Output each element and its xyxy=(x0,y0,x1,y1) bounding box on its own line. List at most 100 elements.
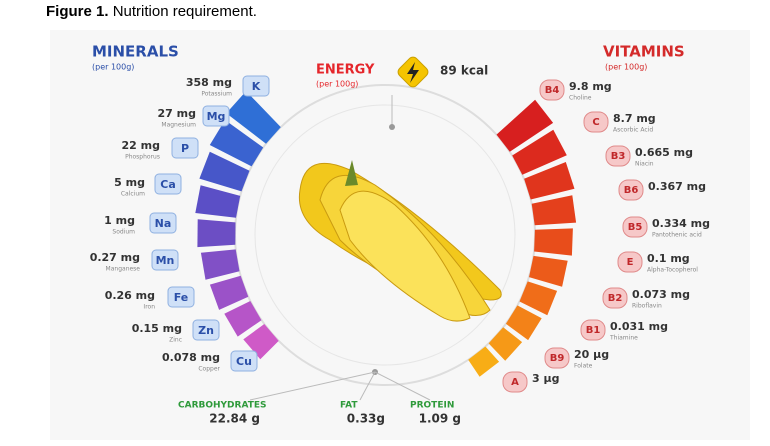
vitamin-name: Thiamine xyxy=(609,335,638,342)
vitamin-symbol: B6 xyxy=(624,185,639,196)
vitamin-badge xyxy=(539,79,565,101)
ring xyxy=(254,104,516,366)
vitamin-amount: 0.1 mg xyxy=(647,252,690,265)
caption-text: Nutrition requirement. xyxy=(112,3,257,20)
mineral-badge xyxy=(149,212,177,234)
mineral-symbol: Cu xyxy=(236,355,252,368)
arc-segment xyxy=(512,129,567,175)
caption: Figure 1. Nutrition requirement. xyxy=(46,3,257,20)
vitamin-amount: 9.8 mg xyxy=(569,80,612,93)
macro-value: 22.84 g xyxy=(209,412,260,426)
energy-value: 89 kcal xyxy=(440,64,488,78)
mineral-symbol: Fe xyxy=(174,291,189,304)
arc-segment xyxy=(505,305,542,341)
vitamins-subtitle: (per 100g) xyxy=(605,63,647,72)
vitamin-amount: 8.7 mg xyxy=(613,112,656,125)
vitamin-symbol: B5 xyxy=(628,222,643,233)
caption-label: Figure 1. xyxy=(46,3,109,20)
vitamin-symbol: E xyxy=(627,257,634,268)
mineral-badge xyxy=(202,105,230,127)
vitamin-amount: 0.031 mg xyxy=(610,320,668,333)
vitamin-badge xyxy=(602,287,628,309)
mineral-symbol: Zn xyxy=(198,324,214,337)
mineral-badge xyxy=(167,286,195,308)
mineral-name: Potassium xyxy=(201,91,232,98)
vitamin-badge xyxy=(502,371,528,393)
mineral-symbol: Mg xyxy=(207,110,226,123)
minerals-subtitle: (per 100g) xyxy=(92,63,134,72)
energy-subtitle: (per 100g) xyxy=(316,80,358,89)
mineral-amount: 27 mg xyxy=(158,107,196,120)
arc-segment xyxy=(199,151,250,192)
mineral-amount: 358 mg xyxy=(186,76,232,89)
arc-segment xyxy=(200,249,240,280)
arc-segment xyxy=(209,120,264,167)
arc-segment xyxy=(531,195,577,226)
mineral-badge xyxy=(192,319,220,341)
vitamin-badge xyxy=(605,145,631,167)
mineral-name: Manganese xyxy=(106,266,141,273)
vitamin-badge xyxy=(583,111,609,133)
mineral-amount: 1 mg xyxy=(104,214,135,227)
vitamin-amount: 0.334 mg xyxy=(652,217,710,230)
vitamin-amount: 3 µg xyxy=(532,372,559,385)
mineral-name: Phosphorus xyxy=(125,154,160,161)
mineral-name: Sodium xyxy=(112,229,135,236)
arc-segment xyxy=(224,301,262,337)
macro-value: 1.09 g xyxy=(419,412,461,426)
mineral-symbol: Ca xyxy=(160,178,176,191)
mineral-badge xyxy=(151,249,179,271)
vitamin-name: Folate xyxy=(574,363,593,370)
vitamin-symbol: B9 xyxy=(550,353,565,364)
vitamin-badge xyxy=(617,251,643,273)
mineral-name: Calcium xyxy=(121,191,145,198)
vitamin-symbol: A xyxy=(511,377,519,388)
mineral-amount: 0.26 mg xyxy=(105,289,155,302)
mineral-symbol: P xyxy=(181,142,189,155)
vitamin-badge xyxy=(622,216,648,238)
connector xyxy=(374,371,431,401)
vitamin-badge xyxy=(544,347,570,369)
mineral-amount: 0.078 mg xyxy=(162,351,220,364)
mineral-badge xyxy=(154,173,182,195)
vitamin-name: Ascorbic Acid xyxy=(613,127,653,134)
vitamin-amount: 0.073 mg xyxy=(632,288,690,301)
arc-segment xyxy=(195,185,241,218)
arc-segment xyxy=(496,99,554,152)
vitamin-badge xyxy=(580,319,606,341)
vitamin-symbol: B2 xyxy=(608,293,623,304)
mineral-badge xyxy=(242,75,270,97)
vitamin-amount: 0.665 mg xyxy=(635,146,693,159)
mineral-amount: 0.15 mg xyxy=(132,322,182,335)
mineral-amount: 22 mg xyxy=(122,139,160,152)
mineral-symbol: Mn xyxy=(156,254,175,267)
vitamin-name: Alpha-Tocopherol xyxy=(647,267,698,274)
vitamin-symbol: B1 xyxy=(586,325,601,336)
connector xyxy=(359,371,376,401)
mineral-amount: 0.27 mg xyxy=(90,251,140,264)
vitamin-symbol: B4 xyxy=(545,85,560,96)
macro-value: 0.33g xyxy=(347,412,385,426)
arc-segment xyxy=(488,327,523,361)
arc-segment xyxy=(226,91,281,144)
arc-segment xyxy=(529,255,568,287)
arc-segment xyxy=(209,275,249,310)
vitamin-symbol: B3 xyxy=(611,151,626,162)
mineral-amount: 5 mg xyxy=(114,176,145,189)
mineral-symbol: Na xyxy=(155,217,172,230)
vitamin-name: Pantothenic acid xyxy=(652,232,702,239)
arc-segment xyxy=(519,281,558,316)
vitamin-name: Niacin xyxy=(635,161,654,168)
connector xyxy=(249,371,376,401)
dot xyxy=(389,124,395,130)
arc-segment xyxy=(243,324,279,360)
vitamin-amount: 0.367 mg xyxy=(648,180,706,193)
mineral-name: Zinc xyxy=(169,337,182,344)
banana xyxy=(298,160,502,322)
macro-name: FAT xyxy=(340,401,358,411)
macro-name: CARBOHYDRATES xyxy=(178,401,267,411)
arc-segment xyxy=(468,346,500,377)
energy-title: ENERGY xyxy=(316,63,375,78)
